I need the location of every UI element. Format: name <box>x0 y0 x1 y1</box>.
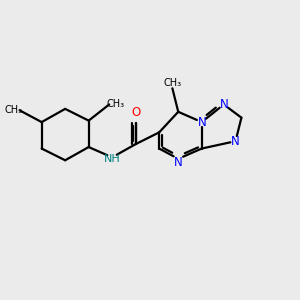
Text: CH₃: CH₃ <box>106 100 124 110</box>
Text: N: N <box>231 135 240 148</box>
Text: N: N <box>219 98 228 111</box>
Text: N: N <box>174 156 183 169</box>
Text: N: N <box>197 116 206 129</box>
Text: CH₃: CH₃ <box>163 78 182 88</box>
Text: NH: NH <box>104 154 121 164</box>
Text: CH₃: CH₃ <box>4 105 22 115</box>
Text: O: O <box>131 106 140 119</box>
